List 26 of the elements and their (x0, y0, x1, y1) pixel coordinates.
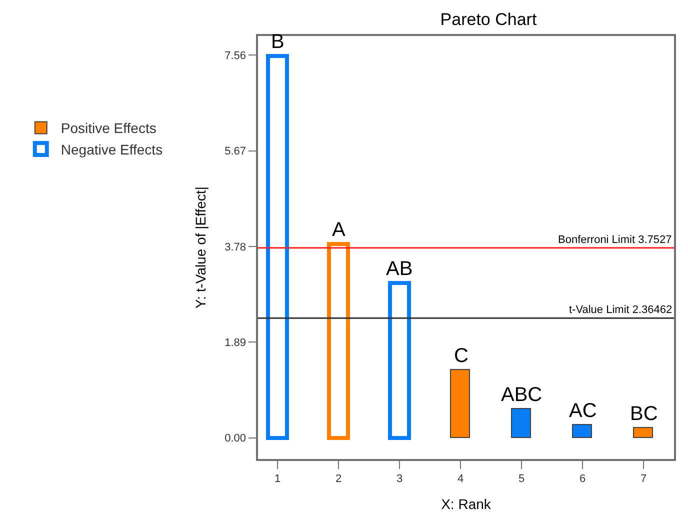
data-label: AC (569, 400, 597, 422)
data-label: A (332, 219, 346, 241)
y-tick-label: 5.67 (224, 146, 246, 158)
data-label: C (454, 345, 468, 367)
chart-title: Pareto Chart (440, 10, 537, 29)
y-tick-label: 0.00 (224, 432, 246, 445)
x-tick-label: 6 (579, 472, 586, 485)
data-label: ABC (501, 384, 542, 406)
x-tick-label: 1 (274, 472, 281, 485)
x-tick-label: 4 (457, 472, 464, 485)
data-label: AB (386, 258, 413, 280)
y-tick-label: 7.56 (224, 50, 246, 62)
x-tick-label: 2 (335, 472, 342, 485)
x-axis-title: X: Rank (441, 496, 492, 512)
y-axis-title: Y: t-Value of |Effect| (192, 186, 209, 308)
ref-line-label: t-Value Limit 2.36462 (569, 304, 672, 316)
x-tick-label: 3 (396, 472, 403, 485)
ref-line-label: Bonferroni Limit 3.7527 (558, 234, 672, 246)
data-label: BC (630, 403, 658, 425)
x-tick-label: 5 (518, 472, 525, 485)
y-tick-label: 1.89 (224, 336, 246, 349)
y-tick-label: 3.78 (224, 241, 246, 254)
legend-label: Negative Effects (60, 141, 163, 158)
x-tick-label: 7 (640, 472, 647, 485)
data-label: B (271, 31, 284, 53)
legend-label: Positive Effects (60, 120, 156, 136)
